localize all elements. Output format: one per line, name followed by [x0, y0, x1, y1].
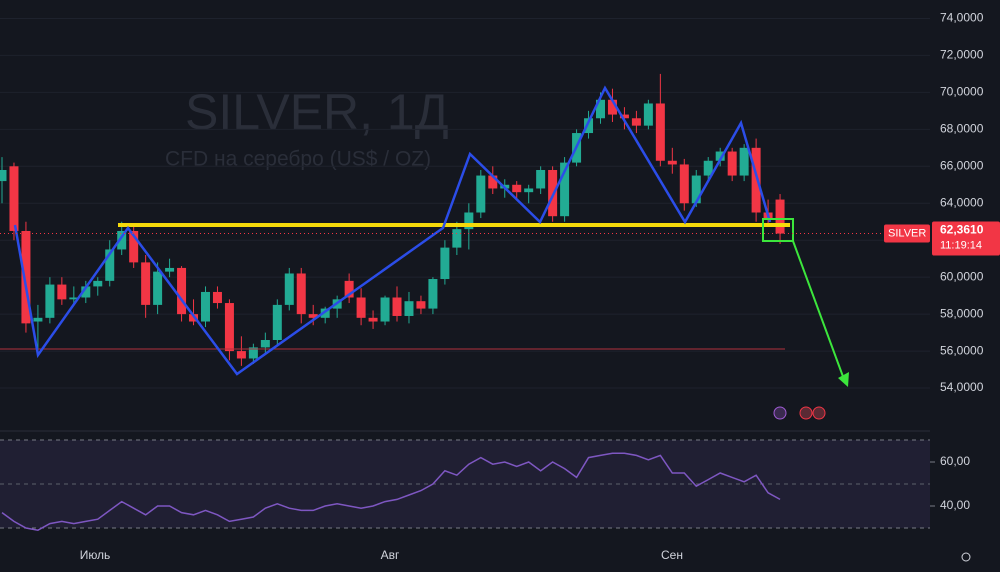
y-tick-label: 54,0000: [940, 380, 984, 394]
candle-body: [260, 340, 270, 348]
candle-body: [524, 188, 534, 193]
event-icon: [812, 406, 826, 420]
time-label: Сен: [661, 548, 683, 562]
candle-body: [715, 151, 725, 161]
candle-body: [392, 297, 402, 316]
candle-body: [775, 199, 785, 234]
candle-body: [356, 297, 366, 318]
candle-body: [607, 99, 617, 115]
zigzag: [13, 85, 772, 376]
candle-body: [751, 147, 761, 213]
candle-body: [200, 291, 210, 322]
candle-body: [464, 212, 474, 230]
candle-body: [308, 314, 318, 318]
y-tick-label: 56,0000: [940, 343, 984, 357]
time-label: Авг: [381, 548, 400, 562]
settings-icon[interactable]: [961, 552, 971, 562]
candle-body: [165, 267, 175, 272]
candle-body: [93, 280, 103, 287]
last-price-label: 62,3610: [940, 223, 984, 237]
candle-body: [69, 297, 79, 300]
candle-body: [177, 267, 187, 315]
candle-body: [248, 347, 258, 359]
candle-body: [488, 175, 498, 189]
candle-body: [691, 175, 701, 204]
watermark-title: SILVER, 1Д: [185, 84, 449, 140]
candle-body: [117, 230, 127, 250]
time-label: Июль: [80, 548, 111, 562]
candle-body: [428, 279, 438, 309]
candle-body: [727, 151, 737, 176]
candle-body: [679, 164, 689, 204]
candle-body: [655, 103, 665, 161]
y-tick-label: 72,0000: [940, 48, 984, 62]
candle-body: [536, 170, 546, 189]
candle-body: [667, 160, 677, 165]
candle-body: [272, 304, 282, 340]
candle-body: [153, 271, 163, 305]
candle-body: [404, 301, 414, 316]
breakout-box: [762, 218, 794, 242]
candle-body: [9, 166, 19, 231]
event-icon: [773, 406, 787, 420]
candle-body: [81, 286, 91, 298]
candle-body: [739, 147, 749, 176]
candle-body: [596, 99, 605, 119]
candle-body: [105, 249, 115, 281]
candle-body: [619, 114, 629, 119]
y-tick-label: 74,0000: [940, 11, 984, 25]
candle-body: [45, 284, 55, 318]
candle-body: [129, 230, 139, 263]
candle-body: [584, 118, 594, 134]
candle-body: [452, 229, 462, 248]
candle-body: [212, 291, 222, 304]
rsi-tick-label: 40,00: [940, 498, 970, 512]
candle-body: [440, 247, 450, 280]
arrow-head: [838, 372, 849, 387]
candle-body: [416, 301, 426, 309]
candle-body: [512, 184, 522, 193]
event-icon: [799, 406, 813, 420]
candle-body: [703, 160, 713, 176]
y-tick-label: 68,0000: [940, 122, 984, 136]
candle-body: [236, 351, 246, 359]
candle-body: [476, 175, 486, 213]
y-tick-label: 64,0000: [940, 195, 984, 209]
candle-body: [21, 230, 31, 324]
candle-body: [33, 317, 43, 322]
y-tick-label: 60,0000: [940, 269, 984, 283]
candle-body: [368, 317, 378, 322]
candle-body: [380, 297, 390, 322]
candle-body: [284, 273, 294, 305]
price-tag: [932, 221, 1000, 256]
countdown-label: 11:19:14: [940, 239, 982, 251]
candle-body: [0, 170, 7, 182]
watermark-subtitle: CFD на серебро (US$ / OZ): [165, 148, 431, 171]
symbol-label: SILVER: [888, 227, 926, 239]
candle-body: [643, 103, 653, 126]
y-tick-label: 66,0000: [940, 158, 984, 172]
candle-body: [344, 280, 354, 298]
symbol-tag: [884, 224, 930, 243]
rsi-line: [1, 452, 781, 531]
candle-body: [296, 273, 306, 315]
candle-body: [560, 162, 570, 217]
candle-body: [548, 170, 558, 217]
candle-body: [141, 262, 151, 305]
candle-body: [631, 118, 641, 126]
candle-body: [57, 284, 67, 300]
candle-body: [224, 303, 234, 352]
rsi-tick-label: 60,00: [940, 454, 970, 468]
y-tick-label: 70,0000: [940, 85, 984, 99]
arrow-shaft: [792, 240, 846, 383]
candle-body: [320, 308, 330, 318]
y-tick-label: 58,0000: [940, 306, 984, 320]
